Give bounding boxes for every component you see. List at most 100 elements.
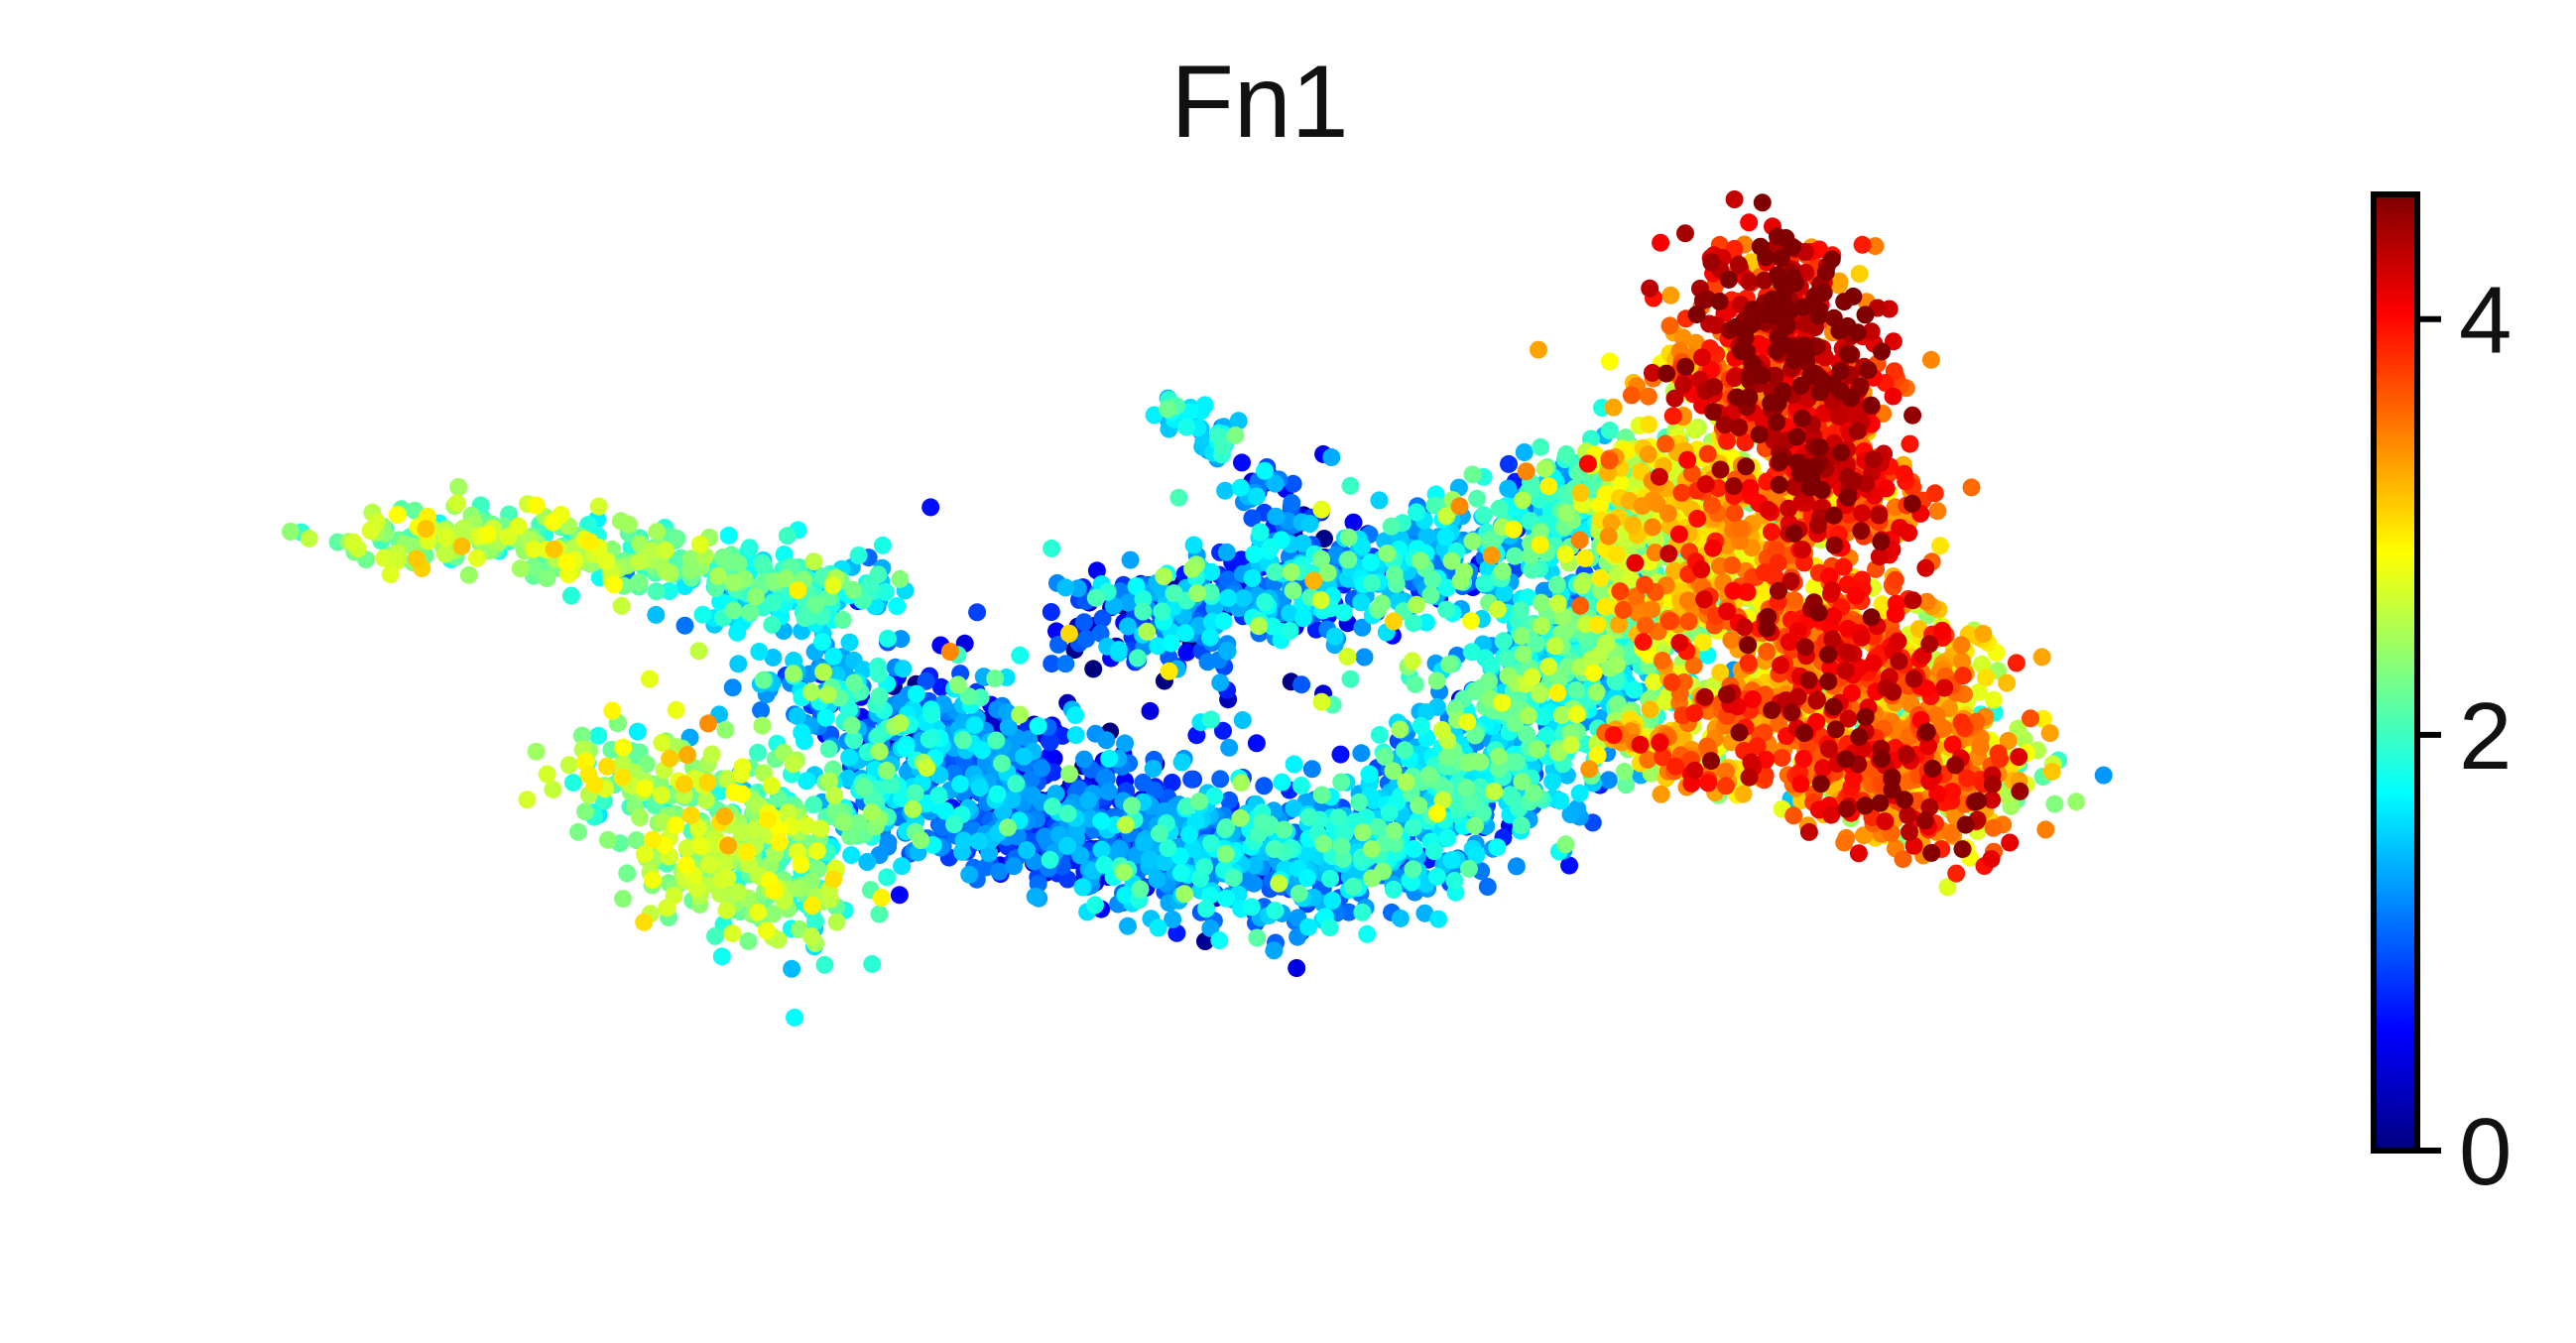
cell-point xyxy=(1312,549,1330,568)
cell-point xyxy=(1033,759,1050,778)
cell-point xyxy=(1353,903,1372,921)
cell-point xyxy=(784,665,802,683)
cell-point xyxy=(1231,478,1250,497)
cell-point xyxy=(1300,515,1319,533)
cell-point xyxy=(873,536,892,554)
cell-point xyxy=(877,761,896,780)
cell-point xyxy=(1551,792,1570,810)
cell-point xyxy=(1256,592,1275,611)
cell-point xyxy=(1169,488,1188,507)
cell-point xyxy=(757,921,776,940)
cell-point xyxy=(1066,726,1085,745)
cell-point xyxy=(1557,444,1576,463)
cell-point xyxy=(628,722,647,741)
cell-point xyxy=(1457,779,1476,797)
cell-point xyxy=(1332,773,1351,792)
cell-point xyxy=(1255,777,1274,795)
cell-point xyxy=(1600,422,1619,439)
cell-point xyxy=(1403,652,1421,671)
cell-point xyxy=(653,733,672,752)
cell-point xyxy=(1251,523,1270,542)
cell-point xyxy=(863,954,882,973)
cell-point xyxy=(1140,850,1159,869)
cell-point xyxy=(741,603,760,622)
cell-point xyxy=(904,799,922,818)
cell-point xyxy=(1219,588,1238,607)
cell-point xyxy=(1427,672,1446,690)
cell-point xyxy=(1556,622,1574,641)
cell-point xyxy=(879,629,897,648)
cell-point xyxy=(1558,658,1577,676)
cell-point xyxy=(1036,827,1054,846)
cell-point xyxy=(1406,674,1424,693)
cell-point xyxy=(1360,765,1379,784)
cell-point xyxy=(1294,609,1312,628)
cell-point xyxy=(1560,856,1579,875)
cell-point xyxy=(1262,538,1281,556)
cell-point xyxy=(644,871,663,890)
cell-point xyxy=(1970,682,1989,701)
cell-point xyxy=(1144,760,1163,778)
cell-point xyxy=(1197,900,1215,918)
cell-point xyxy=(1478,878,1497,896)
cell-point xyxy=(1325,627,1344,646)
cell-point xyxy=(739,931,758,950)
cell-point xyxy=(1141,701,1160,720)
cell-point xyxy=(1640,416,1657,433)
cell-point xyxy=(1298,869,1316,888)
cell-point xyxy=(527,496,546,515)
cell-point xyxy=(827,913,846,931)
cell-point xyxy=(1135,833,1154,852)
cell-point xyxy=(823,576,842,595)
cell-point xyxy=(1455,562,1474,581)
cell-point xyxy=(660,582,678,600)
cell-point xyxy=(627,831,646,850)
cell-point xyxy=(1482,657,1501,674)
cell-point xyxy=(1397,773,1415,792)
cell-point xyxy=(1119,617,1137,636)
cell-point xyxy=(1645,672,1663,691)
cell-point xyxy=(1370,725,1389,744)
cell-point xyxy=(612,596,631,615)
cell-point xyxy=(1344,877,1363,896)
cell-point xyxy=(710,884,729,903)
cell-point xyxy=(842,846,861,865)
cell-point xyxy=(1437,600,1456,619)
cell-point xyxy=(1005,857,1024,876)
cell-point xyxy=(796,732,813,751)
cell-point xyxy=(538,569,556,588)
cell-point xyxy=(1535,459,1554,478)
cell-point xyxy=(729,655,748,673)
cell-point xyxy=(1329,808,1348,827)
cell-point xyxy=(1218,642,1237,661)
cell-point xyxy=(658,899,676,917)
cell-point xyxy=(1548,683,1567,702)
cell-point xyxy=(1093,609,1112,628)
cell-point xyxy=(1202,710,1220,729)
cell-point xyxy=(729,883,748,902)
cell-point xyxy=(1202,834,1220,853)
cell-point xyxy=(518,791,537,809)
cell-point xyxy=(1405,839,1423,858)
cell-point xyxy=(779,803,797,822)
cell-point xyxy=(1200,628,1219,647)
cell-point xyxy=(1339,550,1358,569)
cell-point xyxy=(1570,784,1589,802)
cell-point xyxy=(1311,591,1330,610)
cell-point xyxy=(1556,835,1575,854)
cell-point xyxy=(1467,682,1486,701)
cell-point xyxy=(959,687,978,706)
cell-point xyxy=(1299,807,1318,826)
cell-point xyxy=(381,565,400,584)
cell-point xyxy=(563,774,582,793)
cell-point xyxy=(778,527,797,546)
cell-point xyxy=(1405,614,1422,633)
cell-point xyxy=(1385,565,1404,584)
cell-point xyxy=(1355,648,1374,667)
cell-point xyxy=(1224,869,1243,887)
cell-point xyxy=(598,830,617,849)
cell-point xyxy=(872,889,891,908)
cell-point xyxy=(838,769,857,788)
cell-point xyxy=(1217,543,1236,561)
cell-point xyxy=(1545,637,1564,656)
